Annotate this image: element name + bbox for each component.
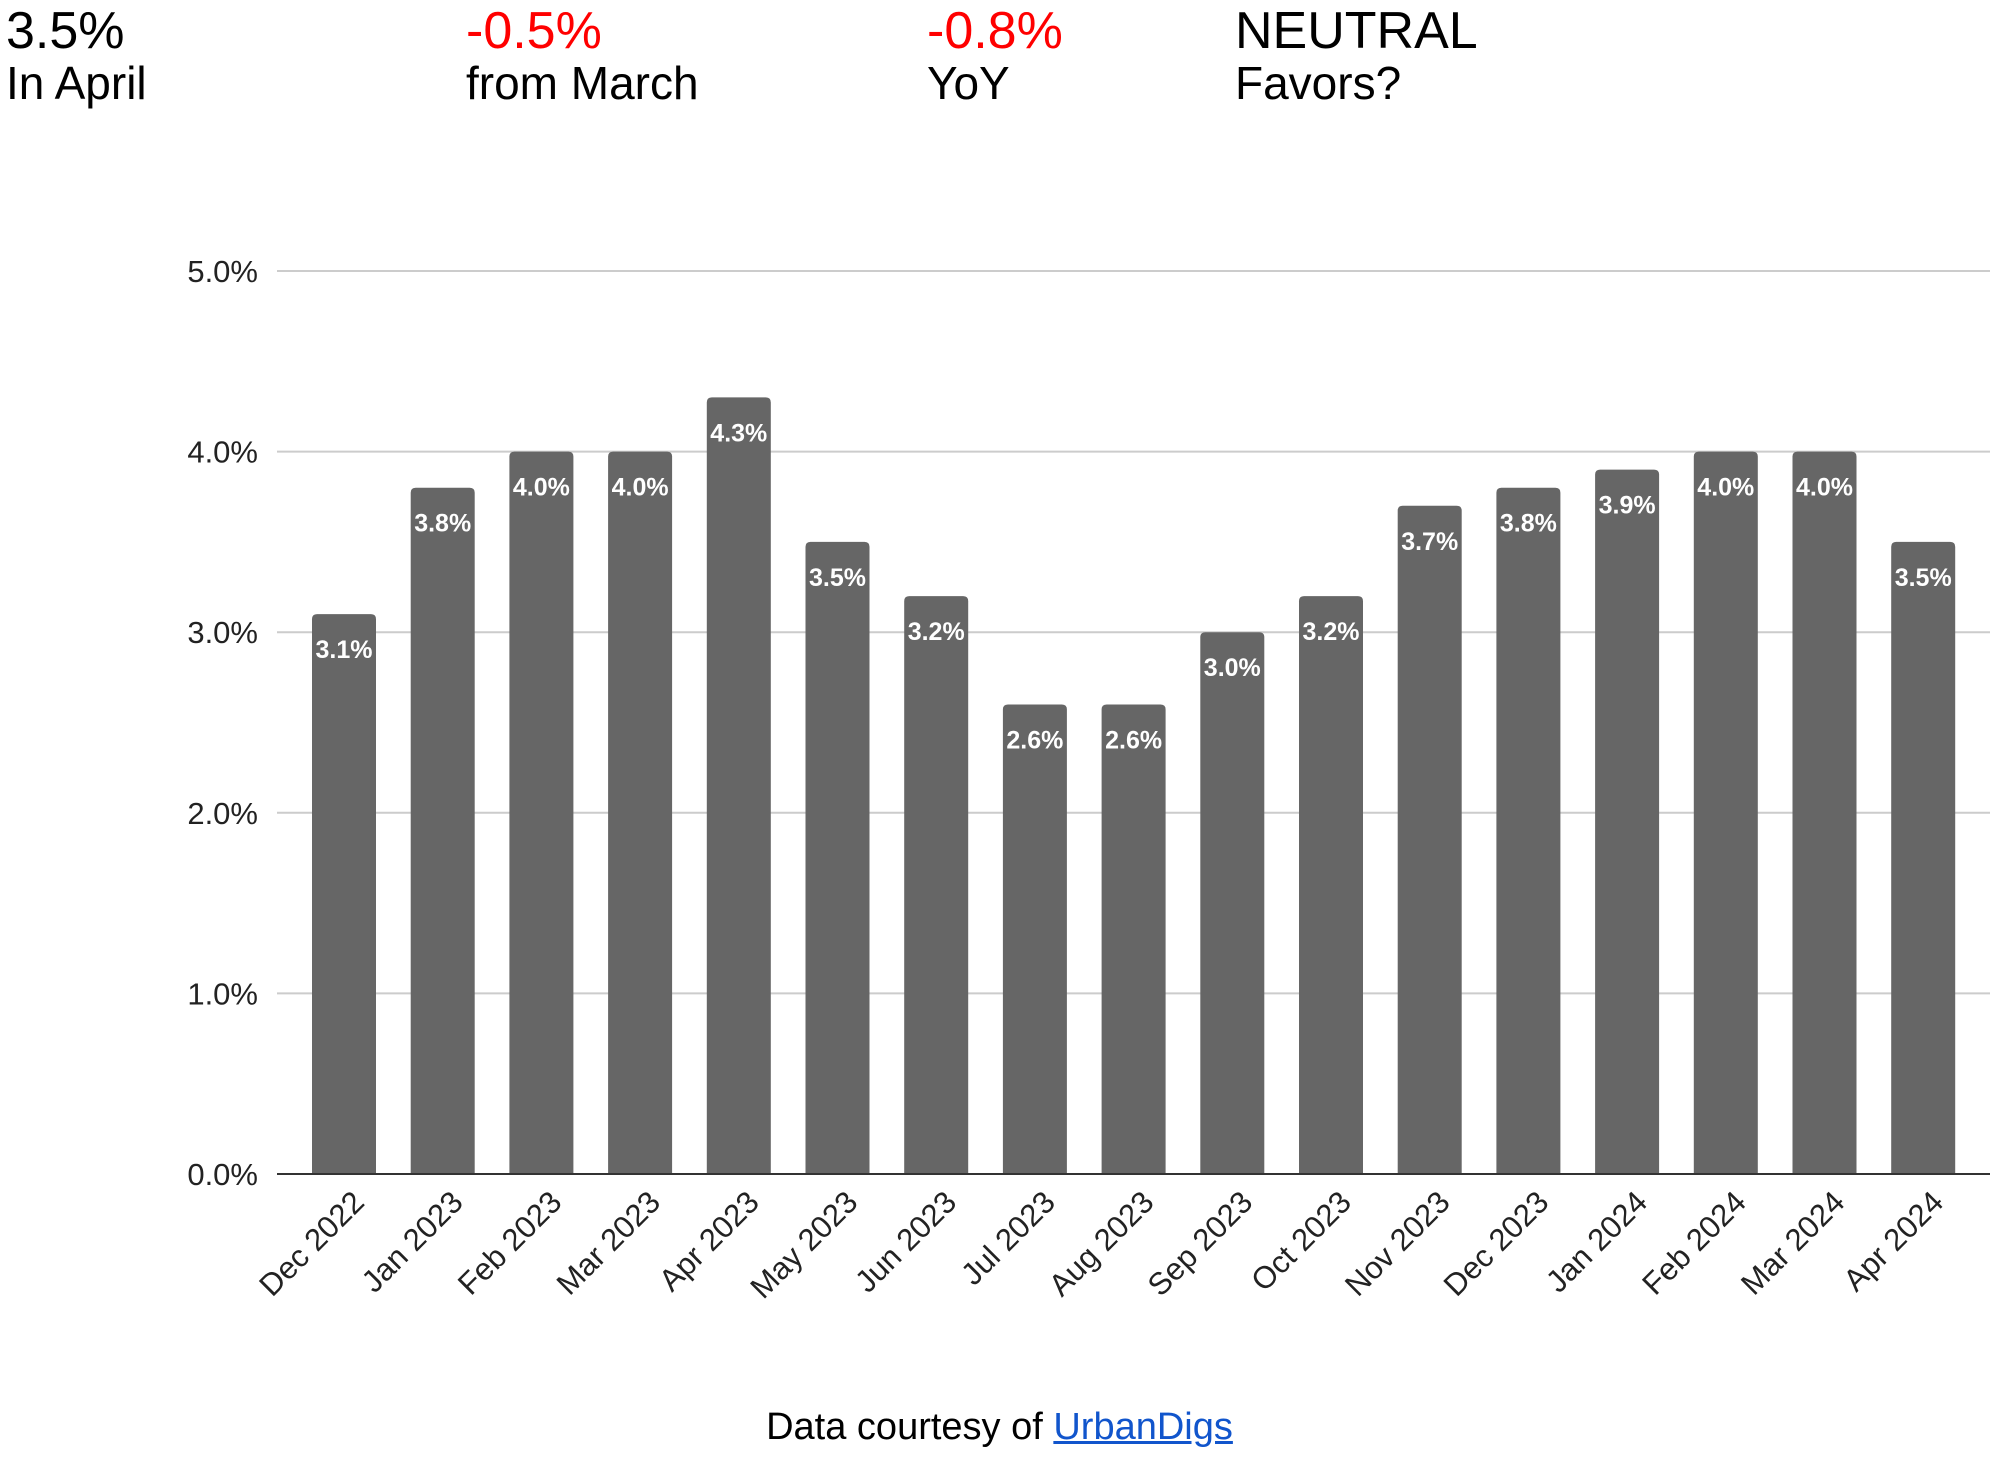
x-tick-label: Sep 2023 [1141, 1184, 1260, 1303]
x-tick-label: Apr 2024 [1836, 1184, 1950, 1298]
stat-month-change-caption: from March [466, 57, 699, 110]
x-tick-label: Jan 2023 [355, 1184, 470, 1299]
bar-feb-2023 [509, 451, 574, 1175]
stat-current-value: 3.5% [6, 2, 125, 60]
bar-oct-2023 [1299, 596, 1363, 1174]
bar-dec-2023 [1496, 487, 1561, 1175]
bar-apr-2023 [706, 397, 771, 1174]
bar-jun-2023 [904, 596, 969, 1174]
bar-mar-2023 [608, 451, 673, 1175]
data-label: 4.0% [1796, 474, 1853, 502]
x-tick-label: Feb 2024 [1635, 1184, 1752, 1301]
data-label: 3.7% [1401, 528, 1458, 556]
data-label: 3.5% [1895, 564, 1952, 592]
stat-market-sentiment-value: NEUTRAL [1235, 2, 1478, 60]
data-label: 4.3% [710, 419, 767, 447]
x-tick-label: Nov 2023 [1338, 1184, 1457, 1303]
bar-apr-2024 [1891, 541, 1956, 1174]
stat-yoy-change-value: -0.8% [927, 2, 1063, 60]
x-tick-label: Jan 2024 [1539, 1184, 1654, 1299]
y-tick-label: 4.0% [187, 435, 258, 470]
data-label: 3.2% [1303, 618, 1360, 646]
data-label: 2.6% [1105, 726, 1162, 754]
stat-current-caption: In April [6, 57, 147, 110]
x-tick-label: Jun 2023 [848, 1184, 963, 1299]
bars [312, 397, 1956, 1175]
y-tick-label: 5.0% [187, 254, 258, 289]
stat-month-change-value: -0.5% [466, 2, 602, 60]
stat-yoy-change: -0.8% YoY [927, 2, 1063, 110]
bar-jul-2023 [1002, 704, 1067, 1174]
data-label: 3.8% [1500, 510, 1557, 538]
bar-jan-2024 [1595, 469, 1660, 1174]
x-tick-label: May 2023 [743, 1184, 864, 1305]
bar-sep-2023 [1200, 632, 1265, 1174]
data-label: 2.6% [1006, 726, 1063, 754]
x-tick-label: Feb 2023 [451, 1184, 568, 1301]
data-label: 4.0% [1697, 474, 1754, 502]
footer-prefix: Data courtesy of [766, 1406, 1043, 1448]
y-tick-label: 0.0% [187, 1157, 258, 1192]
x-tick-label: Aug 2023 [1042, 1184, 1161, 1303]
data-labels: 3.1% 3.8% 4.0% 4.0% 4.3% 3.5% 3.2% 2.6% 2.6% 3.0%… [313, 417, 1954, 757]
data-label: 3.5% [809, 564, 866, 592]
x-tick-label: Dec 2023 [1437, 1184, 1556, 1303]
stat-market-sentiment-caption: Favors? [1235, 57, 1402, 110]
stat-month-change: -0.5% from March [466, 2, 699, 110]
stat-current: 3.5% In April [6, 2, 147, 110]
stat-market-sentiment: NEUTRAL Favors? [1235, 2, 1478, 110]
y-tick-label: 1.0% [187, 976, 258, 1011]
y-axis-tick-labels: 0.0% 1.0% 2.0% 3.0% 4.0% 5.0% [187, 254, 258, 1192]
footer-credit: Data courtesy of UrbanDigs [0, 1408, 1999, 1446]
data-label: 3.0% [1204, 654, 1261, 682]
bar-dec-2022 [312, 614, 376, 1174]
bar-aug-2023 [1101, 704, 1166, 1174]
bar-may-2023 [805, 541, 870, 1174]
data-label: 3.8% [414, 510, 471, 538]
bar-jan-2023 [410, 487, 475, 1175]
data-label: 3.2% [908, 618, 965, 646]
data-label: 4.0% [513, 474, 570, 502]
y-tick-label: 2.0% [187, 796, 258, 831]
y-tick-label: 3.0% [187, 615, 258, 650]
data-label: 3.9% [1599, 492, 1656, 520]
bar-chart: 0.0% 1.0% 2.0% 3.0% 4.0% 5.0% 3.1% 3.8% 4.0% 4.0… [187, 254, 1990, 1305]
bar-nov-2023 [1397, 505, 1462, 1174]
stat-yoy-change-caption: YoY [927, 57, 1010, 110]
bar-mar-2024 [1792, 451, 1857, 1175]
x-tick-label: Mar 2023 [550, 1184, 667, 1301]
bar-feb-2024 [1693, 451, 1758, 1175]
x-tick-label: Dec 2022 [252, 1184, 371, 1303]
x-tick-label: Mar 2024 [1734, 1184, 1851, 1301]
data-label: 4.0% [612, 474, 669, 502]
data-label: 3.1% [316, 636, 373, 664]
urbandigs-link[interactable]: UrbanDigs [1053, 1406, 1233, 1448]
